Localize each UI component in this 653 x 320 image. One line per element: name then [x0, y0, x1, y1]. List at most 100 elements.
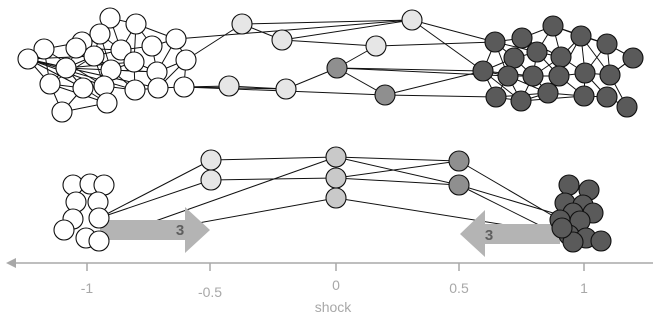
network-node [448, 174, 470, 196]
network-node [89, 23, 111, 45]
network-node [99, 7, 121, 29]
network-node [562, 231, 584, 253]
tick-label: -0.5 [198, 284, 222, 300]
network-node [88, 207, 110, 229]
network-node [574, 62, 596, 84]
network-node [125, 13, 147, 35]
network-edge [281, 39, 377, 47]
network-node [88, 230, 110, 252]
network-node [96, 92, 118, 114]
tick-label: 1 [580, 280, 588, 296]
network-node [522, 65, 544, 87]
network-node [33, 38, 55, 60]
network-node [231, 13, 253, 35]
network-edge [411, 19, 496, 43]
network-edge [384, 94, 497, 98]
shock-axis: -1 -0.5 0 0.5 1 shock [6, 258, 653, 315]
network-node [53, 219, 75, 241]
shift-arrows: 3 3 [100, 207, 560, 257]
network-node [558, 174, 580, 196]
network-edge [384, 70, 484, 96]
network-node [110, 39, 132, 61]
network-node [448, 150, 470, 172]
network-node [599, 64, 621, 86]
arrow-right-label: 3 [176, 222, 184, 239]
network-edge [335, 156, 460, 186]
network-edge [375, 41, 496, 47]
network-edge [335, 177, 460, 186]
axis-arrowhead-icon [6, 258, 16, 268]
network-node [123, 51, 145, 73]
network-node [200, 149, 222, 171]
network-node [596, 33, 618, 55]
network-node [550, 46, 572, 68]
network-node [72, 77, 94, 99]
network-edge [98, 179, 212, 219]
network-node [472, 60, 494, 82]
network-node [39, 73, 61, 95]
network-node [590, 230, 612, 252]
network-node [165, 28, 187, 50]
network-node [83, 45, 105, 67]
network-edge [241, 19, 413, 25]
network-edge [411, 19, 484, 72]
tick-label: -1 [81, 280, 94, 296]
network-edge [185, 23, 243, 61]
tick-label: 0 [332, 277, 340, 293]
network-edge [336, 67, 484, 72]
network-node [570, 25, 592, 47]
network-edge [27, 58, 136, 91]
network-node [551, 217, 573, 239]
network-node [484, 31, 506, 53]
network-edge [27, 55, 95, 60]
network-node [542, 15, 564, 37]
network-node [275, 78, 297, 100]
network-node [325, 187, 347, 209]
axis-label: shock [315, 299, 353, 315]
network-node [51, 101, 73, 123]
network-node [175, 49, 197, 71]
network-node [622, 47, 644, 69]
network-node [271, 29, 293, 51]
network-node [325, 167, 347, 189]
bottom-network-nodes [53, 146, 612, 253]
network-edge [210, 156, 337, 161]
network-node [374, 84, 396, 106]
network-node [141, 35, 163, 57]
network-edge [281, 19, 413, 41]
network-edge [210, 177, 337, 181]
network-node [124, 79, 146, 101]
arrow-right-icon [100, 207, 210, 253]
network-node [147, 77, 169, 99]
network-node [65, 37, 87, 59]
network-node [596, 86, 618, 108]
network-edge [458, 160, 561, 221]
network-node [573, 85, 595, 107]
arrow-left-label: 3 [485, 227, 493, 244]
network-node [511, 27, 533, 49]
network-node [325, 146, 347, 168]
network-edge [175, 19, 413, 40]
network-node [548, 65, 570, 87]
network-edge [98, 159, 212, 219]
network-node [503, 47, 525, 69]
network-node [510, 90, 532, 112]
network-node [173, 76, 195, 98]
network-edge [335, 160, 460, 179]
network-edge [335, 156, 460, 162]
network-node [537, 82, 559, 104]
network-node [200, 169, 222, 191]
tick-label: 0.5 [449, 280, 469, 296]
network-node [55, 57, 77, 79]
network-node [616, 96, 638, 118]
network-node [485, 86, 507, 108]
network-node [17, 48, 39, 70]
network-node [401, 9, 423, 31]
network-node [218, 75, 240, 97]
network-node [326, 57, 348, 79]
arrow-left-icon [460, 210, 560, 257]
network-node [526, 41, 548, 63]
top-network-nodes [17, 7, 644, 123]
network-node [365, 35, 387, 57]
